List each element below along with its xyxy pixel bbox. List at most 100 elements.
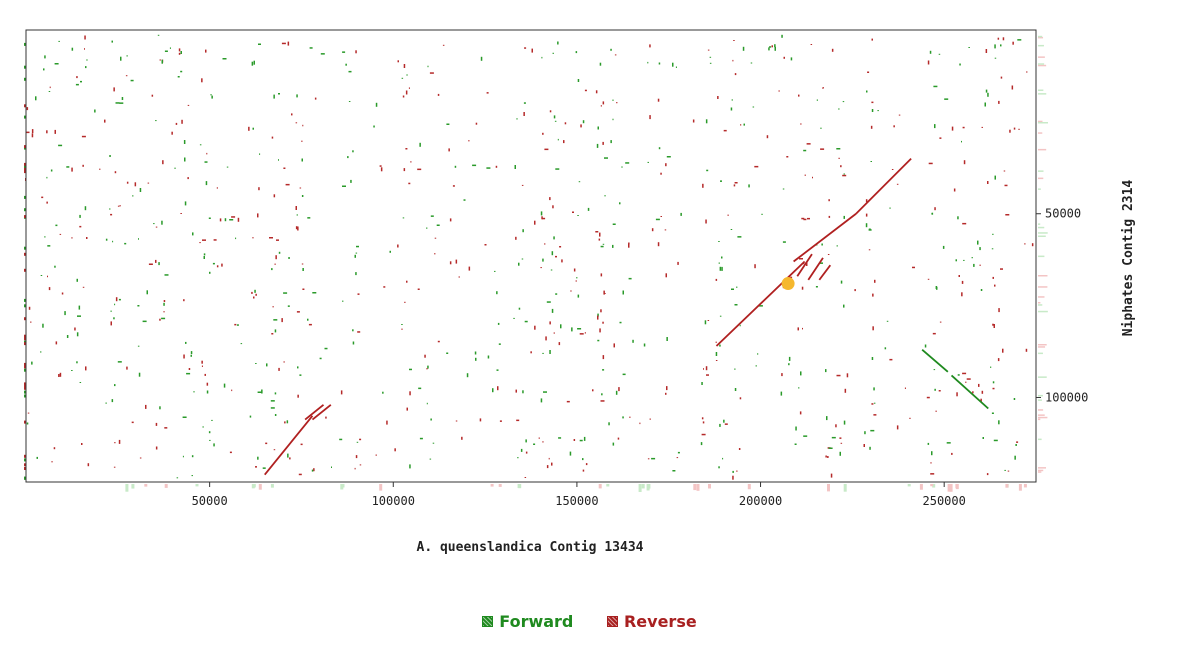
match-dot — [541, 56, 543, 59]
match-dot — [221, 263, 223, 267]
edge-mark — [24, 42, 26, 46]
match-dot — [475, 122, 478, 125]
edge-mark — [1038, 64, 1047, 67]
edge-mark — [1038, 148, 1047, 151]
match-dot — [357, 331, 361, 333]
edge-mark — [827, 484, 830, 492]
match-dot — [891, 169, 894, 170]
match-dot — [1004, 184, 1008, 187]
match-dot — [455, 259, 458, 264]
match-dot — [115, 297, 118, 302]
match-dot — [542, 441, 544, 443]
match-dot — [324, 347, 328, 350]
match-dot — [446, 352, 449, 354]
match-dot — [828, 447, 833, 449]
match-dot — [870, 161, 872, 162]
match-dot — [865, 213, 868, 217]
match-dot — [577, 328, 582, 330]
match-dot — [375, 454, 377, 456]
match-dot — [139, 188, 142, 192]
match-dot — [58, 40, 60, 42]
edge-mark — [747, 484, 751, 490]
match-dot — [484, 244, 487, 246]
match-dot — [301, 195, 304, 197]
match-dot — [113, 317, 115, 320]
match-dot — [820, 262, 823, 264]
match-dot — [755, 365, 757, 367]
match-dot — [408, 87, 410, 89]
match-dot — [585, 463, 588, 466]
match-dot — [405, 90, 408, 95]
match-dot — [352, 329, 354, 332]
match-dot — [76, 332, 79, 337]
match-dot — [468, 266, 471, 271]
match-dot — [229, 451, 232, 454]
match-dot — [205, 181, 208, 186]
match-dot — [928, 162, 933, 165]
match-dot — [542, 352, 544, 354]
match-dot — [986, 473, 989, 476]
match-dot — [206, 152, 208, 155]
match-dot — [270, 407, 275, 409]
match-dot — [718, 262, 720, 264]
match-dot — [188, 368, 191, 370]
match-dot — [965, 381, 967, 383]
match-dot — [291, 113, 293, 116]
match-dot — [211, 419, 213, 421]
match-dot — [278, 93, 280, 95]
edge-mark — [638, 484, 642, 492]
match-dot — [991, 412, 994, 414]
match-dot — [138, 238, 139, 240]
edge-mark — [1038, 35, 1043, 38]
match-dot — [271, 136, 274, 139]
match-dot — [163, 302, 165, 306]
match-dot — [825, 455, 827, 458]
match-dot — [121, 97, 124, 100]
match-dot — [497, 322, 500, 325]
match-dot — [208, 217, 211, 219]
match-dot — [302, 268, 304, 271]
match-dot — [651, 457, 656, 460]
match-dot — [76, 361, 78, 364]
match-dot — [1000, 44, 1002, 47]
match-dot — [718, 466, 720, 469]
match-dot — [109, 208, 111, 210]
match-dot — [449, 261, 452, 265]
match-dot — [933, 369, 936, 371]
match-dot — [825, 369, 827, 373]
background-match-dots — [24, 34, 1048, 492]
match-dot — [584, 332, 586, 334]
match-dot — [401, 328, 403, 330]
match-dot — [676, 457, 679, 459]
match-dot — [592, 389, 594, 392]
match-dot — [981, 390, 984, 394]
highlight-point[interactable] — [781, 277, 795, 291]
edge-mark — [1038, 352, 1043, 355]
match-dot — [249, 415, 252, 418]
reverse-segment — [304, 404, 325, 421]
match-dot — [427, 365, 429, 369]
match-dot — [111, 399, 114, 403]
match-dot — [612, 244, 614, 248]
match-dot — [309, 47, 313, 49]
match-dot — [130, 79, 134, 82]
edge-mark — [1038, 170, 1044, 172]
edge-mark — [919, 484, 923, 490]
match-dot — [555, 255, 557, 258]
match-dot — [514, 165, 516, 169]
match-dot — [951, 126, 954, 131]
match-dot — [740, 124, 742, 126]
match-dot — [778, 90, 780, 92]
match-dot — [496, 369, 499, 371]
match-dot — [113, 87, 115, 92]
match-dot — [82, 164, 84, 167]
match-dot — [432, 442, 435, 444]
match-dot — [434, 253, 436, 255]
match-dot — [579, 439, 583, 442]
match-dot — [615, 390, 618, 395]
edge-mark — [1038, 120, 1043, 123]
match-dot — [734, 388, 737, 391]
match-dot — [804, 174, 806, 176]
edge-mark — [24, 342, 26, 346]
edge-mark — [24, 246, 26, 250]
